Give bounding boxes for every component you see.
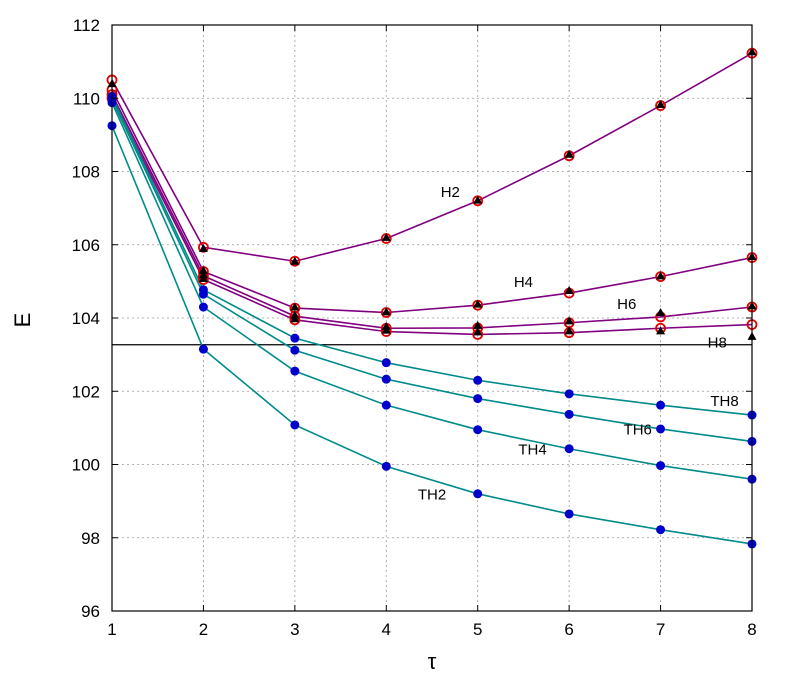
x-tick-label: 6 bbox=[564, 620, 573, 639]
data-point-th8 bbox=[473, 375, 483, 385]
series-label-h2: H2 bbox=[441, 184, 460, 201]
data-point-th6 bbox=[198, 289, 208, 299]
triangle-point bbox=[656, 99, 666, 108]
x-tick-label: 7 bbox=[656, 620, 665, 639]
triangle-point bbox=[198, 273, 208, 282]
data-point-th2 bbox=[290, 420, 300, 430]
triangle-point bbox=[473, 327, 483, 336]
data-point-th2 bbox=[198, 344, 208, 354]
data-point-th4 bbox=[656, 461, 666, 471]
data-point-th6 bbox=[564, 409, 574, 419]
series-label-h6: H6 bbox=[617, 296, 636, 313]
data-point-th2 bbox=[473, 489, 483, 499]
axis-ticks: 1 2 3 4 5 6 7 8 96 98 100 102 104 106 108 110 112 bbox=[72, 16, 757, 639]
triangle-point bbox=[656, 326, 666, 335]
data-point-th6 bbox=[290, 345, 300, 355]
series-group bbox=[111, 52, 753, 545]
triangle-point bbox=[290, 256, 300, 265]
series-line-h8 bbox=[111, 97, 753, 336]
series-label-th2: TH2 bbox=[418, 486, 446, 503]
data-point-th8 bbox=[381, 358, 391, 368]
y-tick-label: 112 bbox=[73, 16, 100, 35]
series-line-th4 bbox=[111, 102, 753, 480]
series-line-th8 bbox=[111, 96, 753, 416]
triangle-point bbox=[564, 286, 574, 295]
triangle-point bbox=[564, 149, 574, 158]
triangle-point bbox=[473, 195, 483, 204]
triangle-point bbox=[473, 299, 483, 308]
y-tick-label: 102 bbox=[72, 382, 100, 401]
series-label-th8: TH8 bbox=[710, 393, 738, 410]
x-axis-title: τ bbox=[428, 649, 437, 674]
series-label-th6: TH6 bbox=[624, 421, 652, 438]
series-label-h4: H4 bbox=[514, 274, 533, 291]
series-line-h2 bbox=[111, 52, 753, 263]
y-tick-label: 98 bbox=[81, 529, 100, 548]
series-label-h8: H8 bbox=[708, 334, 727, 351]
data-point-th4 bbox=[564, 444, 574, 454]
marker-group bbox=[106, 47, 758, 549]
triangle-point bbox=[290, 314, 300, 323]
x-tick-label: 3 bbox=[290, 620, 299, 639]
data-point-th4 bbox=[198, 302, 208, 312]
series-line-h6 bbox=[111, 94, 753, 330]
data-point-th2 bbox=[381, 461, 391, 471]
data-point-th6 bbox=[381, 374, 391, 384]
triangle-point bbox=[564, 326, 574, 335]
triangle-point bbox=[198, 265, 208, 274]
x-tick-label: 8 bbox=[747, 620, 756, 639]
y-tick-label: 110 bbox=[73, 89, 100, 108]
data-point-th8 bbox=[564, 389, 574, 399]
y-tick-label: 104 bbox=[72, 309, 100, 328]
triangle-point bbox=[656, 271, 666, 280]
data-point-th8 bbox=[656, 400, 666, 410]
data-point-th6 bbox=[656, 424, 666, 434]
data-point-th2 bbox=[564, 509, 574, 519]
triangle-point bbox=[564, 316, 574, 325]
x-tick-label: 4 bbox=[382, 620, 391, 639]
y-tick-label: 108 bbox=[72, 163, 100, 182]
triangle-point bbox=[473, 320, 483, 329]
x-tick-label: 2 bbox=[199, 620, 208, 639]
data-point-th4 bbox=[290, 366, 300, 376]
series-line-th2 bbox=[111, 125, 753, 545]
triangle-point bbox=[198, 243, 208, 252]
y-tick-label: 106 bbox=[72, 236, 100, 255]
data-point-th4 bbox=[381, 400, 391, 410]
triangle-point bbox=[381, 307, 391, 316]
data-point-th6 bbox=[473, 394, 483, 404]
triangle-point bbox=[381, 325, 391, 334]
y-tick-label: 96 bbox=[81, 602, 100, 621]
triangle-point bbox=[656, 308, 666, 317]
series-line-th6 bbox=[111, 99, 753, 443]
x-tick-label: 5 bbox=[473, 620, 482, 639]
series-label-group: H2 H4 H6 H8 TH8 TH6 TH4 TH2 bbox=[418, 184, 739, 503]
triangle-point bbox=[381, 232, 391, 241]
y-tick-label: 100 bbox=[72, 456, 100, 475]
data-point-th2 bbox=[656, 525, 666, 535]
x-tick-label: 1 bbox=[107, 620, 116, 639]
y-axis-title: E bbox=[10, 313, 35, 328]
triangle-point bbox=[290, 302, 300, 311]
data-point-th8 bbox=[290, 333, 300, 343]
data-point-th4 bbox=[473, 425, 483, 435]
series-line-h4 bbox=[111, 89, 753, 314]
series-label-th4: TH4 bbox=[518, 442, 546, 459]
